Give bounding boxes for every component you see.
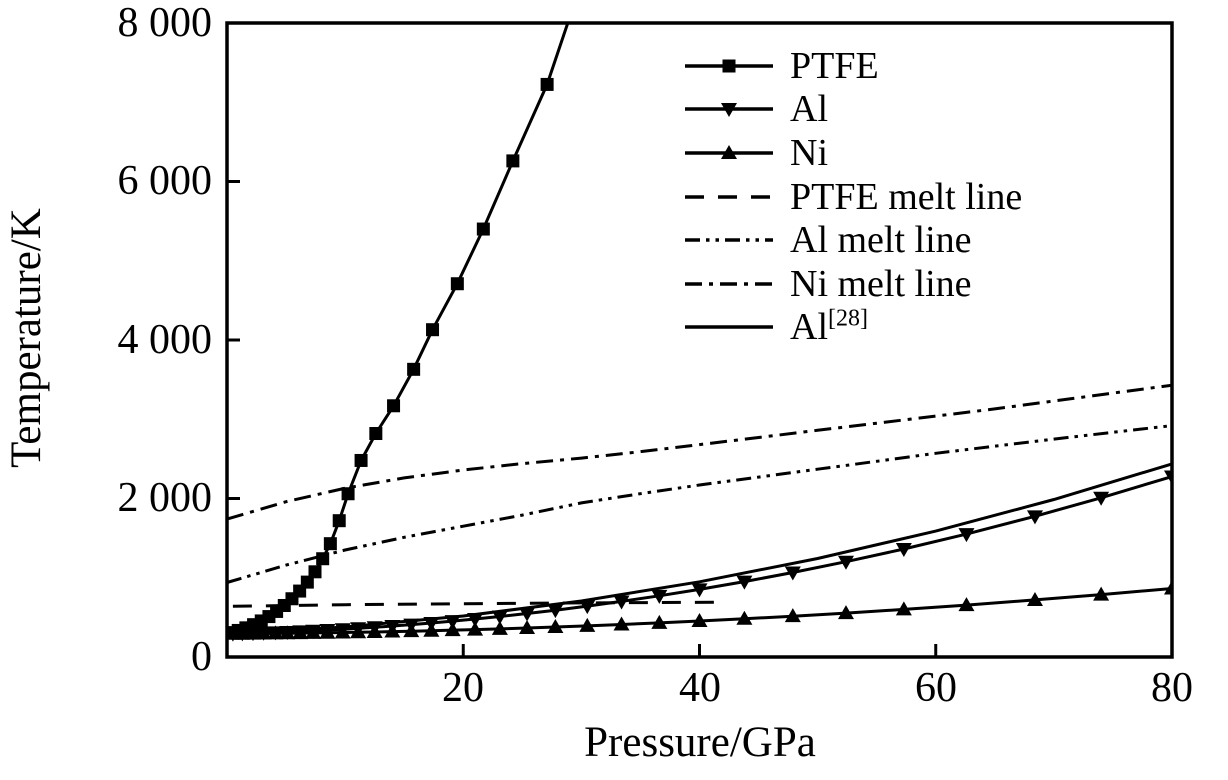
- x-tick-label-20: 20: [442, 665, 484, 711]
- legend-sample-al-melt-line: [685, 238, 773, 242]
- x-tick-label-60: 60: [915, 665, 957, 711]
- legend-item-ni: Ni: [683, 131, 1022, 175]
- legend-label-ptfe-melt-line: PTFE melt line: [790, 175, 1023, 218]
- legend-item-ptfe: PTFE: [683, 44, 1022, 88]
- legend-label-ptfe: PTFE: [790, 44, 879, 87]
- legend-label-ni: Ni: [790, 131, 828, 174]
- legend-sample-al-ref28: [685, 325, 773, 330]
- legend-sample-ptfe: [685, 59, 773, 73]
- x-tick-label-40: 40: [679, 665, 721, 711]
- legend-label-al-melt-line: Al melt line: [790, 219, 972, 262]
- x-tick-label-80: 80: [1151, 665, 1193, 711]
- y-tick-label-8000: 8 000: [117, 0, 213, 46]
- y-tick-label-0: 0: [191, 634, 212, 680]
- y-tick-label-2000: 2 000: [117, 475, 213, 521]
- legend-sample-al: [685, 103, 773, 118]
- legend-sup-al-ref28: [28]: [828, 305, 868, 332]
- y-tick-label-4000: 4 000: [117, 317, 213, 363]
- legend-item-ptfe-melt-line: PTFE melt line: [683, 175, 1022, 219]
- legend-sample-ptfe-melt-line: [685, 194, 773, 199]
- legend-item-al: Al: [683, 88, 1022, 132]
- legend-sample-ni: [685, 144, 773, 159]
- legend-label-al: Al: [790, 88, 828, 131]
- legend-sample-ni-melt-line: [685, 282, 773, 286]
- legend-label-ni-melt-line: Ni melt line: [790, 262, 972, 305]
- legend-item-ni-melt-line: Ni melt line: [683, 262, 1022, 306]
- legend-item-al-melt-line: Al melt line: [683, 218, 1022, 262]
- x-axis-title: Pressure/GPa: [584, 719, 816, 766]
- legend-label-al-ref28: Al: [790, 306, 828, 349]
- legend: PTFE Al Ni PTFE melt line Al melt line N…: [683, 44, 1022, 349]
- legend-item-al-ref28: Al[28]: [683, 306, 1022, 350]
- y-tick-label-6000: 6 000: [117, 158, 213, 204]
